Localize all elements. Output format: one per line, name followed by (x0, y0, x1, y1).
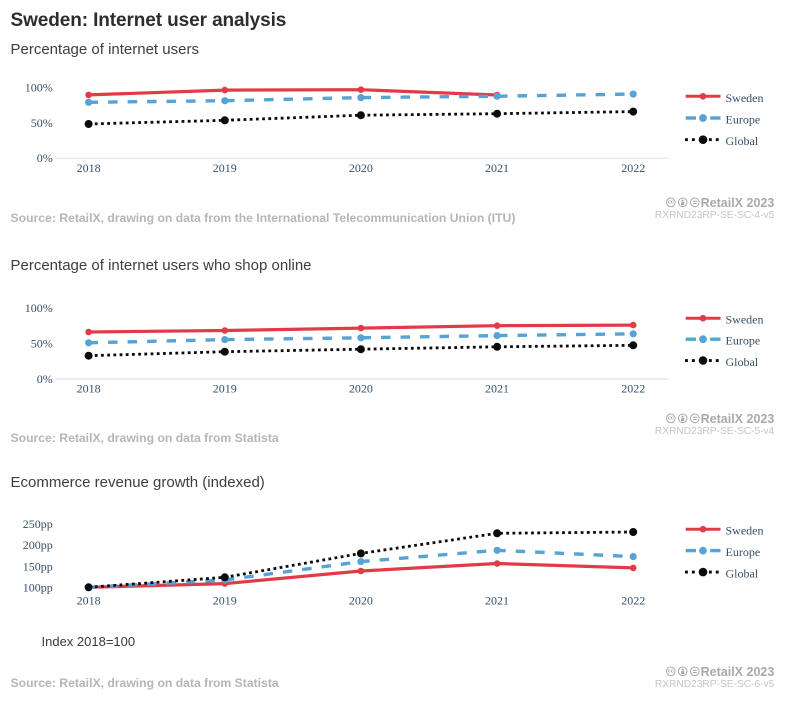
svg-text:2018: 2018 (77, 382, 101, 396)
svg-text:cc: cc (668, 669, 674, 675)
svg-text:150pp: 150pp (23, 559, 53, 573)
svg-text:Europe: Europe (726, 334, 761, 348)
svg-text:cc: cc (668, 200, 674, 206)
svg-text:2018: 2018 (77, 161, 101, 175)
svg-text:100%: 100% (25, 80, 53, 94)
svg-text:2019: 2019 (213, 594, 237, 608)
svg-text:200pp: 200pp (23, 538, 53, 552)
svg-text:Global: Global (726, 355, 759, 369)
svg-text:250pp: 250pp (23, 517, 53, 531)
svg-text:Sweden: Sweden (726, 91, 764, 105)
svg-text:0%: 0% (37, 151, 53, 165)
svg-text:Global: Global (726, 134, 759, 148)
svg-text:0%: 0% (37, 372, 53, 386)
svg-text:2020: 2020 (349, 382, 373, 396)
svg-text:2022: 2022 (621, 161, 645, 175)
svg-text:100pp: 100pp (23, 581, 53, 595)
svg-text:2022: 2022 (621, 382, 645, 396)
svg-text:50%: 50% (31, 116, 53, 130)
svg-text:2021: 2021 (485, 594, 509, 608)
svg-text:50%: 50% (31, 337, 53, 351)
svg-text:cc: cc (668, 416, 674, 422)
svg-text:2019: 2019 (213, 161, 237, 175)
svg-text:2020: 2020 (349, 594, 373, 608)
svg-text:2018: 2018 (77, 594, 101, 608)
svg-text:100%: 100% (25, 301, 53, 315)
svg-text:2021: 2021 (485, 161, 509, 175)
svg-text:2019: 2019 (213, 382, 237, 396)
svg-text:Sweden: Sweden (726, 313, 764, 327)
svg-text:Sweden: Sweden (726, 524, 764, 538)
svg-text:2022: 2022 (621, 594, 645, 608)
svg-text:Europe: Europe (726, 113, 761, 127)
svg-text:Europe: Europe (726, 545, 761, 559)
svg-text:2020: 2020 (349, 161, 373, 175)
svg-text:2021: 2021 (485, 382, 509, 396)
svg-text:Global: Global (726, 567, 759, 581)
